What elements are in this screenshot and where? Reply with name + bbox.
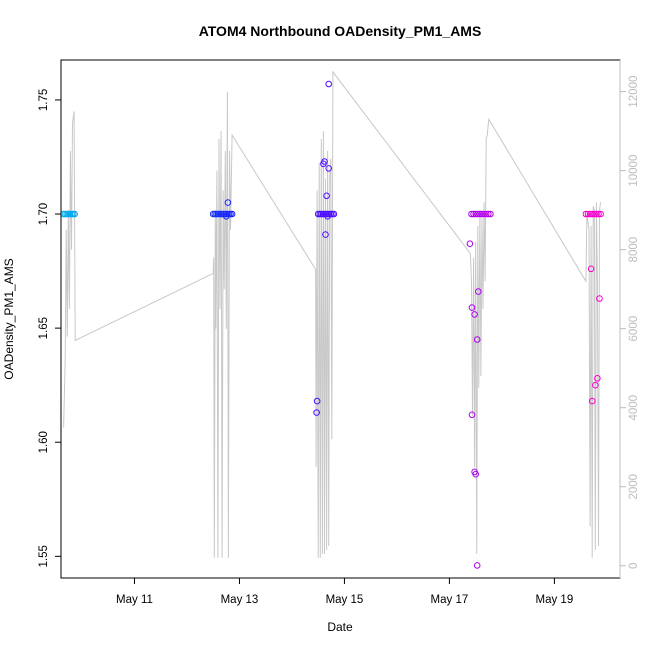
scatter-point (595, 210, 602, 218)
scatter-point (323, 192, 330, 200)
scatter-point (588, 397, 596, 405)
x-axis: May 11 May 13 May 15 May 17 May 19 (116, 577, 574, 606)
left-tick-label: 1.55 (38, 545, 50, 567)
scatter-point (228, 210, 236, 218)
y-axis-label: OADensity_PM1_AMS (2, 258, 16, 379)
scatter-point (593, 210, 600, 218)
bottom-tick-label: May 11 (116, 594, 153, 606)
bottom-tick-label: May 19 (536, 594, 574, 606)
scatter-series (60, 80, 604, 569)
left-tick-label: 1.70 (38, 203, 50, 225)
y-axis-left: 1.55 1.60 1.65 1.70 1.75 (38, 60, 62, 578)
scatter-point (588, 210, 596, 218)
scatter-point (223, 213, 230, 220)
right-tick-label: 2000 (628, 474, 640, 500)
scatter-point (466, 240, 474, 247)
scatter-point (468, 411, 476, 419)
scatter-point (476, 210, 484, 218)
left-tick-label: 1.75 (38, 89, 50, 111)
scatter-point (485, 210, 492, 218)
scatter-point (313, 409, 320, 416)
right-tick-label: 4000 (628, 395, 640, 421)
y-axis-right: 0 2000 4000 6000 8000 10000 12000 (619, 60, 640, 578)
scatter-point (224, 199, 232, 206)
scatter-point (592, 381, 599, 389)
scatter-point (324, 213, 331, 220)
scatter-point (472, 210, 480, 218)
scatter-point (596, 295, 603, 302)
right-tick-label: 12000 (628, 76, 640, 108)
scatter-point (587, 265, 595, 273)
scatter-point (597, 210, 604, 218)
right-tick-label: 10000 (628, 155, 640, 187)
bottom-tick-label: May 13 (221, 594, 259, 606)
scatter-point (322, 231, 329, 238)
chart-title: ATOM4 Northbound OADensity_PM1_AMS (199, 23, 482, 39)
scatter-point (330, 210, 338, 218)
right-tick-label: 6000 (628, 316, 640, 342)
scatter-point (482, 210, 490, 218)
scatter-point (321, 158, 328, 165)
line-path (63, 70, 602, 558)
scatter-point (471, 311, 478, 318)
scatter-point (313, 397, 321, 405)
plot-frame (60, 59, 621, 579)
scatter-point (468, 304, 476, 311)
scatter-point (591, 210, 598, 218)
scatter-point (478, 210, 486, 218)
scatter-point (473, 562, 481, 569)
scatter-point (472, 470, 480, 478)
right-tick-label: 0 (628, 563, 640, 569)
scatter-point (470, 210, 477, 218)
x-axis-label: Date (327, 620, 353, 634)
line-series (63, 70, 602, 558)
bottom-tick-label: May 17 (431, 594, 469, 606)
scatter-point (468, 210, 475, 218)
left-tick-label: 1.65 (38, 317, 50, 339)
scatter-point (487, 210, 494, 218)
scatter-point (325, 165, 333, 172)
scatter-point (475, 288, 482, 295)
scatter-point (480, 210, 488, 218)
scatter-point (586, 210, 594, 218)
scatter-point (474, 210, 482, 218)
scatter-point (582, 210, 590, 218)
scatter-point (325, 80, 333, 88)
scatter-point (473, 336, 481, 343)
scatter-point (71, 210, 78, 218)
bottom-tick-label: May 15 (326, 594, 364, 606)
scatter-point (594, 375, 601, 382)
left-tick-label: 1.60 (38, 431, 50, 453)
right-tick-label: 8000 (628, 237, 640, 263)
scatter-point (584, 210, 592, 218)
